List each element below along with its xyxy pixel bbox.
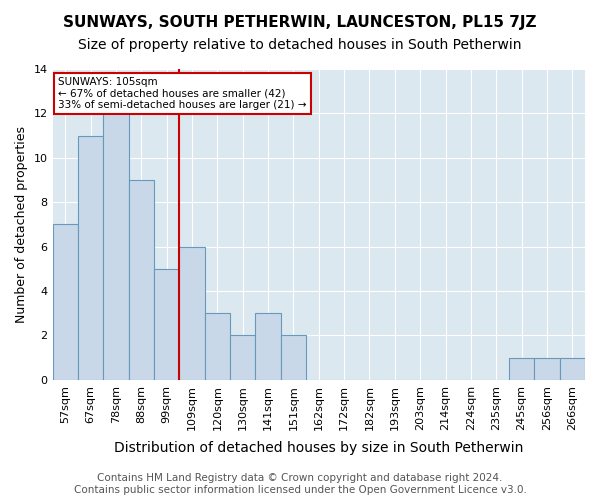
Text: SUNWAYS: 105sqm
← 67% of detached houses are smaller (42)
33% of semi-detached h: SUNWAYS: 105sqm ← 67% of detached houses… — [58, 77, 307, 110]
Bar — [53, 224, 78, 380]
Text: Size of property relative to detached houses in South Petherwin: Size of property relative to detached ho… — [78, 38, 522, 52]
Bar — [509, 358, 534, 380]
Bar — [205, 314, 230, 380]
Bar — [256, 314, 281, 380]
Bar — [179, 246, 205, 380]
Text: Contains HM Land Registry data © Crown copyright and database right 2024.
Contai: Contains HM Land Registry data © Crown c… — [74, 474, 526, 495]
Bar — [560, 358, 585, 380]
Bar — [281, 336, 306, 380]
Bar — [534, 358, 560, 380]
Bar — [128, 180, 154, 380]
Bar — [78, 136, 103, 380]
X-axis label: Distribution of detached houses by size in South Petherwin: Distribution of detached houses by size … — [114, 441, 523, 455]
Y-axis label: Number of detached properties: Number of detached properties — [15, 126, 28, 323]
Bar — [154, 269, 179, 380]
Bar — [230, 336, 256, 380]
Text: SUNWAYS, SOUTH PETHERWIN, LAUNCESTON, PL15 7JZ: SUNWAYS, SOUTH PETHERWIN, LAUNCESTON, PL… — [63, 15, 537, 30]
Bar — [103, 114, 128, 380]
